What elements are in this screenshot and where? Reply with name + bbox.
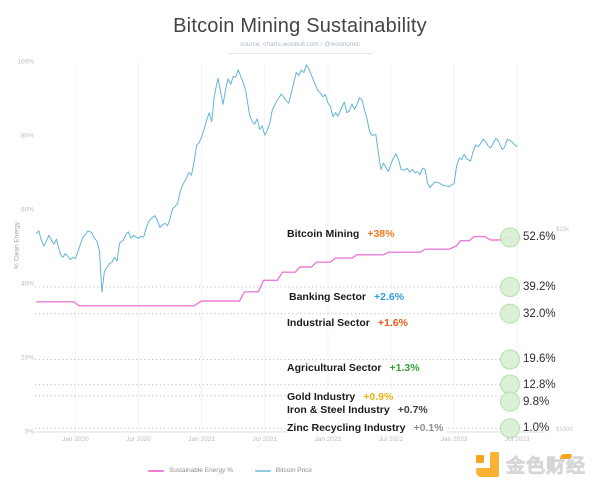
y-axis-tick: 100%	[17, 58, 34, 66]
sector-name: Zinc Recycling Industry	[287, 422, 406, 434]
chart-header: Bitcoin Mining Sustainability source: ch…	[0, 0, 600, 54]
sustainable-energy-line	[36, 235, 510, 307]
bitcoin-price-line	[35, 64, 518, 293]
price-axis-tick: $10k	[556, 227, 570, 233]
chart-source: source: charts.woobull.com / @woonomic	[239, 41, 361, 48]
sector-delta: +1.6%	[377, 317, 408, 329]
y-axis-tick: 0%	[24, 428, 34, 436]
y-axis-tick: 60%	[20, 206, 34, 214]
sector-delta: +2.6%	[374, 291, 405, 303]
y-axis-title: % Clean Energy	[13, 222, 21, 269]
sector-name: Agricultural Sector	[287, 362, 382, 374]
sector-value: 1.0%	[523, 422, 550, 435]
chart-title: Bitcoin Mining Sustainability	[173, 15, 427, 37]
sector-marker	[500, 418, 520, 439]
jinse-logo-icon	[475, 452, 501, 477]
bitcoin-price-swatch	[254, 469, 271, 472]
sector-delta: +0.1%	[413, 422, 444, 434]
x-axis-tick: Jan 2023	[440, 436, 468, 443]
sector-label: Agricultural Sector +1.3%	[287, 361, 423, 375]
x-axis-tick: Jul 2021	[252, 436, 278, 443]
sector-value: 19.6%	[523, 353, 556, 366]
sector-value: 9.8%	[523, 395, 550, 408]
sector-label: Banking Sector +2.6%	[289, 290, 408, 304]
sector-value: 39.2%	[523, 280, 556, 293]
sector-label: Gold Industry +0.9%	[287, 390, 397, 404]
sustainable-line-swatch	[147, 469, 164, 472]
sector-marker	[500, 277, 520, 297]
x-axis-tick: Jan 2022	[314, 436, 342, 443]
sector-name: Industrial Sector	[287, 317, 370, 329]
sector-label: Zinc Recycling Industry +0.1%	[287, 421, 447, 435]
y-axis-tick: 20%	[20, 354, 34, 362]
chart-legend: Sustainable Energy % Bitcoin Price	[0, 467, 460, 474]
legend-label: Bitcoin Price	[275, 467, 313, 474]
legend-label: Sustainable Energy %	[168, 467, 233, 474]
sector-label: Iron & Steel Industry +0.7%	[287, 403, 431, 417]
sector-value: 32.0%	[523, 307, 556, 320]
sector-marker	[500, 227, 520, 248]
legend-item-bitcoin-price[interactable]: Bitcoin Price	[254, 467, 313, 474]
sector-delta: +1.3%	[389, 362, 420, 374]
sector-marker	[500, 391, 520, 412]
sector-marker	[500, 349, 520, 370]
title-divider	[227, 53, 373, 54]
x-axis-tick: Jul 2022	[378, 436, 404, 443]
x-axis-tick: Jul 2023	[504, 436, 530, 443]
x-axis-tick: Jul 2020	[126, 436, 151, 443]
x-axis-tick: Jan 2021	[188, 436, 215, 443]
sector-name: Gold Industry	[287, 391, 356, 403]
price-axis-tick: $1000	[556, 427, 573, 433]
sector-name: Banking Sector	[289, 291, 367, 303]
sector-name: Bitcoin Mining	[287, 228, 360, 240]
sector-delta: +38%	[367, 228, 395, 240]
watermark-text: 金色财经	[505, 456, 586, 478]
sector-delta: +0.7%	[397, 404, 428, 416]
sector-delta: +0.9%	[363, 391, 394, 403]
sector-marker	[500, 374, 520, 395]
y-axis-tick: 80%	[20, 132, 34, 140]
sector-value: 52.6%	[523, 231, 556, 244]
legend-item-sustainable-energy[interactable]: Sustainable Energy %	[147, 467, 233, 474]
sector-label: Bitcoin Mining +38%	[287, 227, 398, 241]
watermark-jinse-finance: 金色财经	[475, 451, 586, 478]
y-axis-tick: 40%	[20, 280, 34, 288]
sector-value: 12.8%	[523, 378, 556, 391]
sector-label: Industrial Sector +1.6%	[287, 316, 411, 330]
sector-name: Iron & Steel Industry	[287, 404, 390, 416]
sector-marker	[500, 303, 520, 324]
x-axis-tick: Jan 2020	[62, 436, 89, 443]
